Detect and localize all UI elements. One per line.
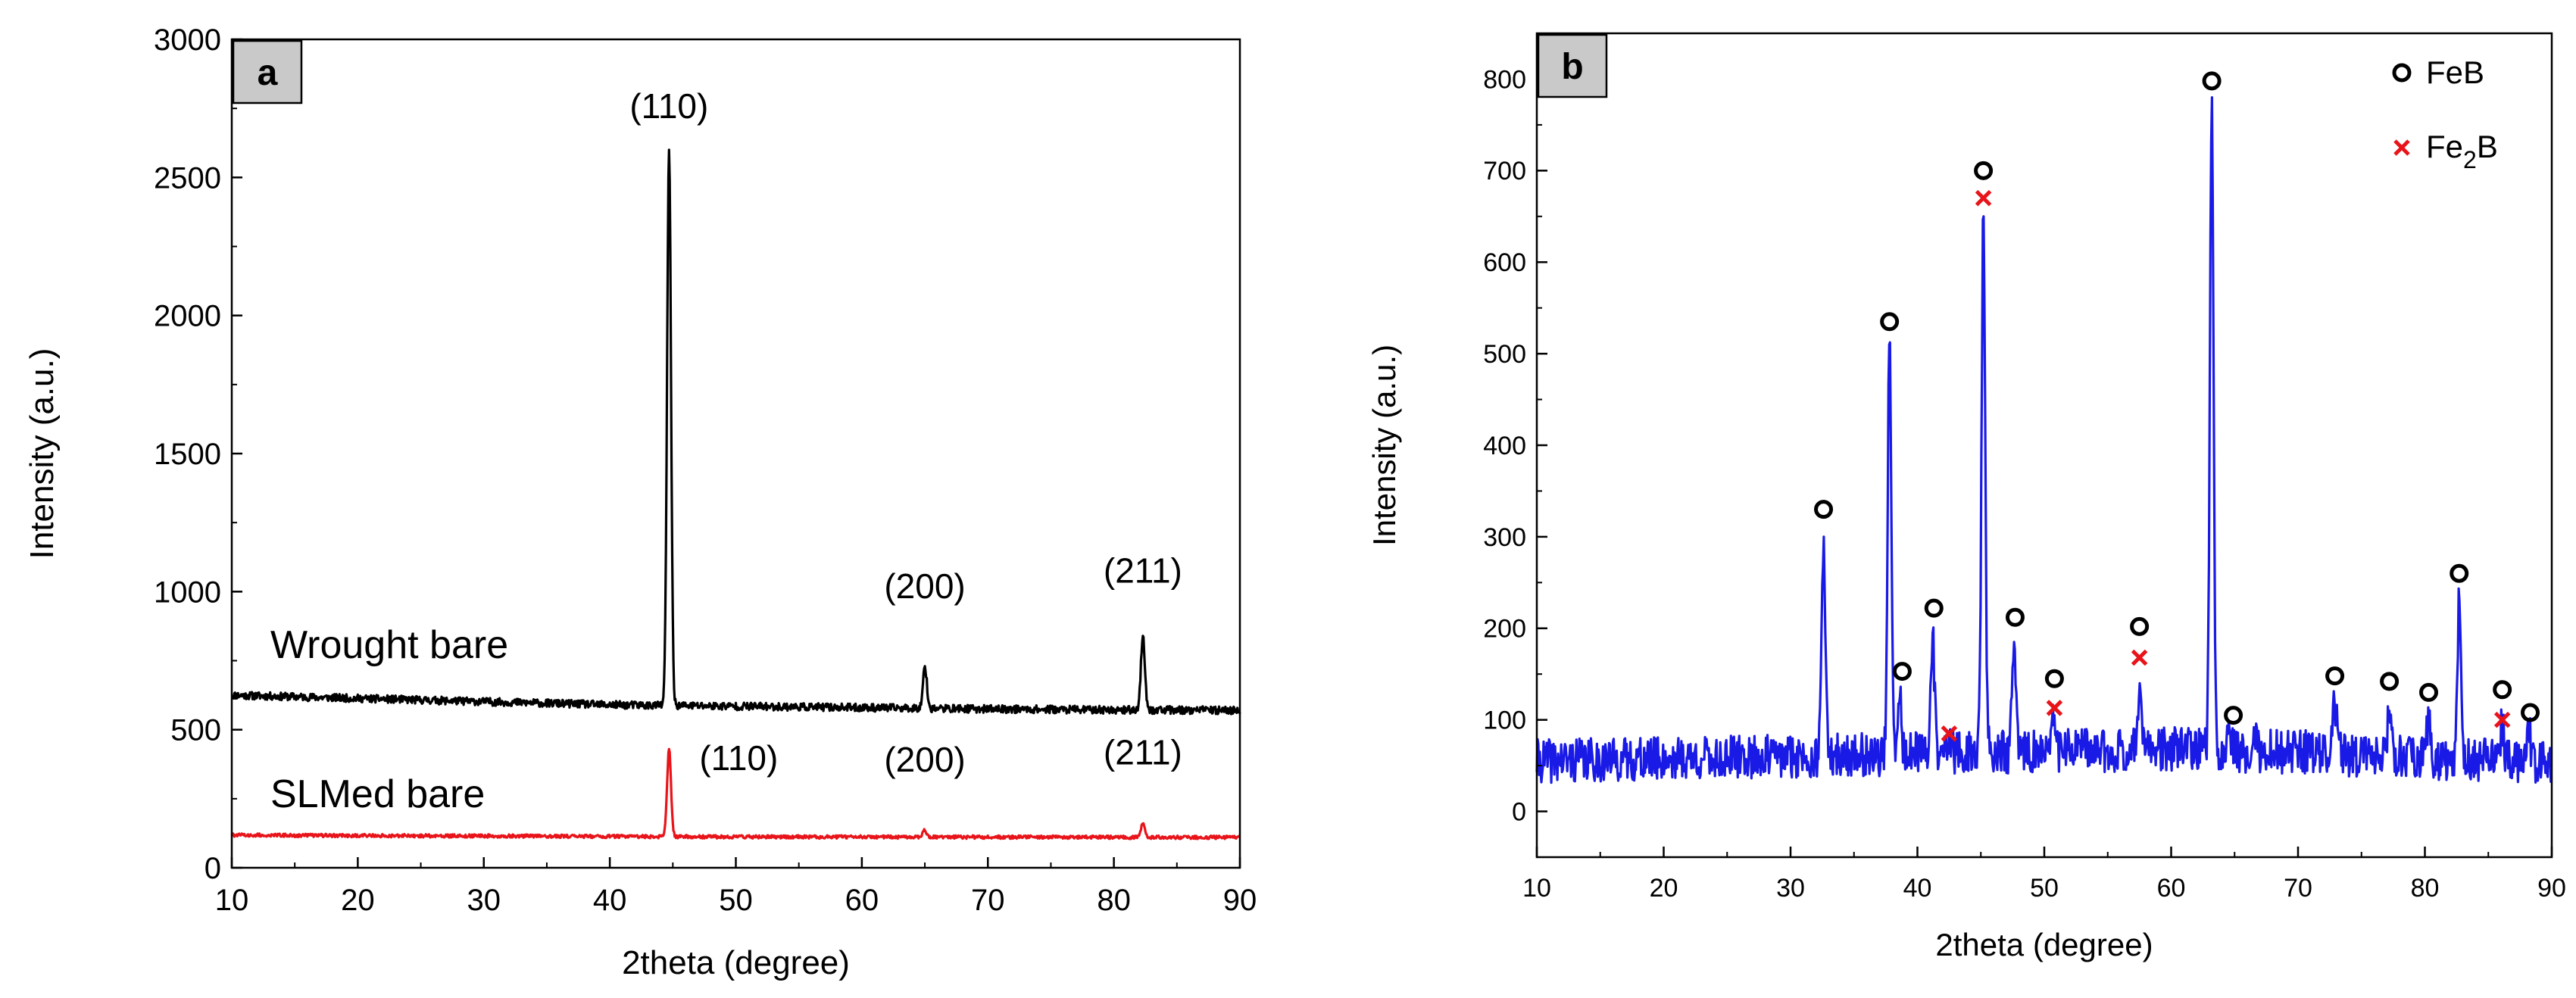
y-tick-label: 2500 xyxy=(154,161,221,195)
feb-marker xyxy=(2325,666,2345,686)
legend-fe2b-label-main: Fe xyxy=(2426,129,2463,164)
fe2b-marker xyxy=(2131,649,2148,666)
feb-marker xyxy=(2044,669,2064,688)
feb-marker xyxy=(2005,607,2025,627)
fe2b-marker xyxy=(1975,189,1992,207)
feb-marker xyxy=(2450,563,2469,583)
series-label-slmed-bare: SLMed bare xyxy=(270,772,485,816)
y-tick-label: 1500 xyxy=(154,438,221,471)
legend-fe2b-symbol xyxy=(2393,139,2410,156)
fe2b-marker xyxy=(2046,700,2063,716)
y-tick-label: 800 xyxy=(1483,65,1526,94)
fe2b-marker-stroke xyxy=(2131,649,2148,666)
legend-feb-label: FeB xyxy=(2426,55,2484,90)
panel-label: a xyxy=(258,53,278,93)
chart-panel-b: 10 20 30 40 50 60 70 80 90 0 100 200 300 400 500 600 700… xyxy=(1366,32,2566,962)
series-label-wrought-bare: Wrought bare xyxy=(270,623,508,667)
x-tick-label: 90 xyxy=(2537,874,2566,903)
panel-label-background xyxy=(1537,33,1608,98)
feb-marker xyxy=(2202,71,2222,91)
y-axis-label: Intensity (a.u.) xyxy=(23,348,61,560)
feb-marker xyxy=(2493,680,2512,700)
x-axis-label: 2theta (degree) xyxy=(1935,927,2153,962)
peak-label-hkl: (200) xyxy=(884,566,965,606)
feb-marker xyxy=(1814,500,1834,519)
feb-marker xyxy=(2380,672,2400,691)
fe2b-marker xyxy=(1941,725,1958,742)
fe2b-marker xyxy=(2493,711,2511,728)
feb-marker xyxy=(2224,706,2243,725)
y-tick-label: 200 xyxy=(1483,615,1526,644)
legend-fe2b-symbol-stroke xyxy=(2393,139,2410,156)
feb-marker xyxy=(2130,616,2150,636)
x-tick-label: 80 xyxy=(2411,874,2440,903)
x-tick-label: 30 xyxy=(1776,874,1805,903)
y-tick-label: 0 xyxy=(1512,797,1526,826)
feb-marker xyxy=(1880,312,1900,332)
legend-fe2b-label: Fe2B xyxy=(2426,129,2498,173)
x-tick-label: 70 xyxy=(2284,874,2312,903)
y-tick-label: 600 xyxy=(1483,248,1526,277)
y-tick-label: 100 xyxy=(1483,706,1526,735)
fe2b-marker-stroke xyxy=(2493,711,2511,728)
x-tick-label: 60 xyxy=(845,884,879,917)
feb-marker xyxy=(1974,161,1994,180)
y-tick-label: 700 xyxy=(1483,157,1526,186)
y-tick-label: 400 xyxy=(1483,432,1526,460)
fe2b-marker-stroke xyxy=(1975,189,1992,207)
x-tick-label: 60 xyxy=(2157,874,2186,903)
x-tick-label: 50 xyxy=(2030,874,2059,903)
y-tick-label: 1000 xyxy=(154,575,221,609)
y-tick-label: 500 xyxy=(1483,340,1526,369)
x-tick-label: 20 xyxy=(1650,874,1678,903)
y-tick-label: 500 xyxy=(170,714,221,747)
peak-label-hkl: (200) xyxy=(884,740,965,779)
legend-feb-symbol xyxy=(2392,63,2412,83)
feb-marker xyxy=(1924,598,1944,618)
legend-fe2b-label-suffix: B xyxy=(2477,129,2498,164)
x-tick-label: 20 xyxy=(341,884,375,917)
x-tick-label: 10 xyxy=(215,884,249,917)
x-tick-label: 70 xyxy=(971,884,1005,917)
x-tick-label: 30 xyxy=(467,884,501,917)
feb-marker xyxy=(2521,703,2540,722)
feb-marker xyxy=(2419,682,2439,702)
x-tick-label: 80 xyxy=(1097,884,1131,917)
y-tick-label: 0 xyxy=(205,852,221,885)
y-tick-label: 3000 xyxy=(154,23,221,57)
peak-label-hkl: (211) xyxy=(1104,551,1182,591)
feb-marker xyxy=(1892,662,1912,681)
legend-fe2b-label-subscript: 2 xyxy=(2463,146,2477,173)
series-line-spectrum xyxy=(1535,96,2553,784)
series-line-slmed-bare xyxy=(230,747,1241,841)
peak-label-hkl: (211) xyxy=(1104,733,1182,772)
chart-panel-a: 10 20 30 40 50 60 70 80 90 0 500 1000 1500 2000 2500 30… xyxy=(23,23,1257,981)
panel-label-box: b xyxy=(1537,33,1608,98)
y-axis-label: Intensity (a.u.) xyxy=(1366,345,1402,546)
peak-label-hkl: (110) xyxy=(699,738,778,778)
x-tick-label: 40 xyxy=(593,884,627,917)
fe2b-marker-stroke xyxy=(2046,700,2063,716)
y-tick-label: 300 xyxy=(1483,523,1526,552)
fe2b-marker-stroke xyxy=(1941,725,1958,742)
x-tick-label: 90 xyxy=(1223,884,1257,917)
x-tick-label: 40 xyxy=(1903,874,1932,903)
peak-label-hkl: (110) xyxy=(629,86,708,126)
x-tick-label: 50 xyxy=(719,884,753,917)
x-tick-label: 10 xyxy=(1522,874,1551,903)
series-line-wrought-bare xyxy=(231,148,1241,716)
panel-label-background xyxy=(232,39,303,104)
y-tick-label: 2000 xyxy=(154,300,221,333)
panel-label-box: a xyxy=(232,39,303,104)
x-axis-label: 2theta (degree) xyxy=(622,944,850,981)
panel-label: b xyxy=(1561,47,1583,87)
